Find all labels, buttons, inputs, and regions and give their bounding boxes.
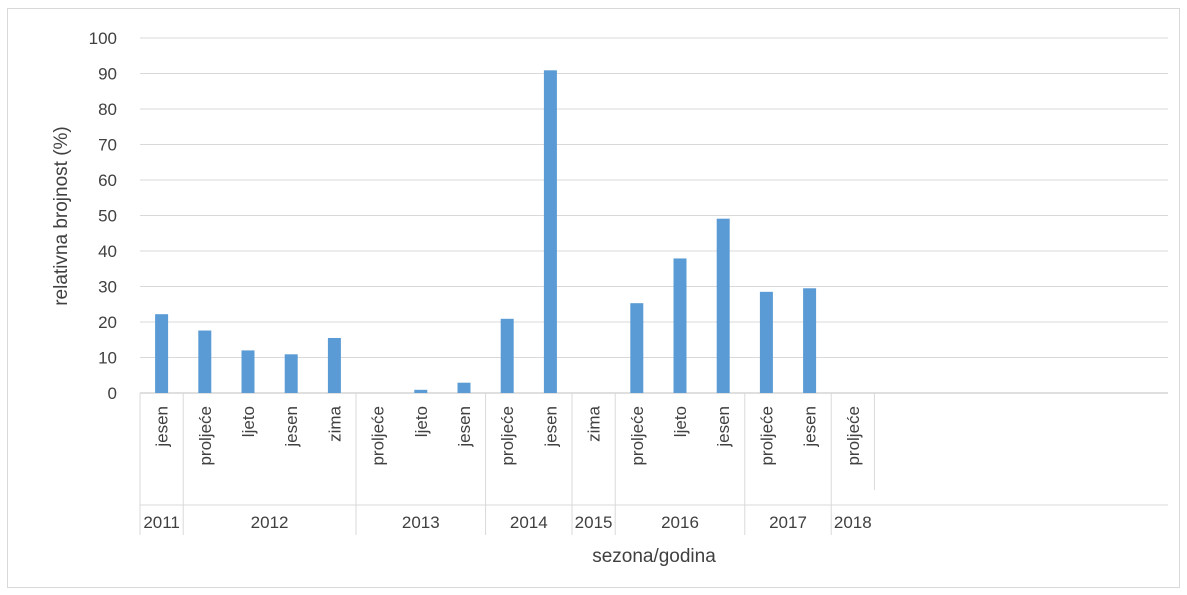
bar [803,288,817,393]
y-tick-label: 50 [98,207,117,226]
y-tick-label: 10 [98,349,117,368]
chart-frame [7,8,1180,588]
y-tick-label: 80 [98,100,117,119]
year-label: 2018 [834,513,872,532]
bar [457,382,471,393]
year-label: 2017 [769,513,807,532]
category-label: jesen [455,406,474,448]
category-label: zima [585,405,604,441]
category-label: proljeće [844,406,863,466]
year-label: 2015 [575,513,613,532]
bar [543,70,557,394]
year-label: 2012 [251,513,289,532]
bar [716,218,730,393]
category-label: proljeće [628,406,647,466]
bar [198,330,212,393]
y-tick-label: 40 [98,242,117,261]
bar [284,354,298,393]
year-label: 2011 [143,513,180,532]
category-label: proljeće [369,406,388,466]
bar [155,314,169,393]
category-label: proljeće [757,406,776,466]
category-label: proljeće [196,406,215,466]
y-tick-label: 20 [98,313,117,332]
y-tick-label: 0 [108,384,117,403]
year-label: 2013 [402,513,440,532]
category-label: ljeto [671,406,690,437]
year-label: 2016 [661,513,699,532]
y-tick-label: 60 [98,171,117,190]
category-label: jesen [541,406,560,448]
y-tick-label: 100 [89,29,117,48]
y-tick-label: 70 [98,136,117,155]
y-tick-label: 90 [98,65,117,84]
category-label: jesen [153,406,172,448]
bar [630,303,644,393]
bar [500,318,514,393]
bar [327,337,341,393]
category-label: ljeto [412,406,431,437]
x-axis-label: sezona/godina [592,546,716,567]
category-label: zima [325,405,344,441]
category-label: jesen [714,406,733,448]
y-axis-label: relativna brojnost (%) [51,126,72,306]
bar [241,350,255,393]
bar [759,291,773,393]
category-label: jesen [801,406,820,448]
year-label: 2014 [510,513,548,532]
bar [673,258,687,393]
category-label: jesen [282,406,301,448]
y-tick-label: 30 [98,278,117,297]
bar [414,389,428,393]
category-label: proljeće [498,406,517,466]
category-label: ljeto [239,406,258,437]
